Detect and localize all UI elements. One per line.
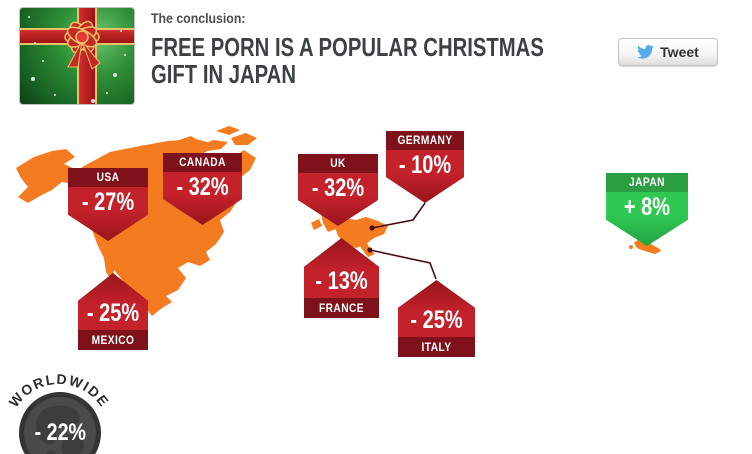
headline: FREE PORN IS A POPULAR CHRISTMAS GIFT IN…	[151, 34, 544, 88]
kicker-text: The conclusion:	[151, 10, 246, 26]
italy-leader-line	[369, 249, 437, 280]
badge-country-label: CANADA	[163, 153, 242, 172]
headline-line2: GIFT IN JAPAN	[151, 59, 296, 89]
map-japan	[634, 239, 661, 254]
badge-country-label: GERMANY	[386, 131, 464, 150]
leader-lines	[369, 202, 437, 280]
badge-value: - 25%	[86, 299, 140, 327]
tweet-button[interactable]: Tweet	[618, 38, 718, 66]
map-europe	[311, 219, 322, 230]
badge-country-label: UK	[298, 154, 378, 173]
badge-country-label: USA	[68, 168, 148, 187]
badge-country-label: JAPAN	[606, 173, 688, 192]
badge-country-label: ITALY	[398, 337, 475, 357]
twitter-bird-icon	[637, 45, 655, 59]
gift-image	[20, 8, 134, 104]
worldwide-badge: - 22%	[19, 392, 101, 454]
germany-leader-line	[371, 202, 426, 229]
badge-value: - 10%	[398, 151, 452, 179]
badge-country-label: MEXICO	[78, 330, 148, 350]
badge-value: + 8%	[623, 193, 671, 221]
worldwide-value: - 22%	[34, 419, 86, 446]
badge-value: - 27%	[81, 188, 135, 216]
germany-map-dot	[369, 225, 375, 231]
badge-value: - 32%	[176, 173, 229, 201]
sparkles	[28, 16, 30, 18]
badge-usa: USA - 27%	[68, 168, 148, 241]
headline-line1: FREE PORN IS A POPULAR CHRISTMAS	[151, 32, 544, 62]
badge-value: - 32%	[311, 174, 365, 202]
badge-value: - 25%	[410, 306, 463, 334]
gift-bow-icon	[64, 20, 101, 70]
badge-value: - 13%	[315, 267, 368, 295]
globe-icon	[36, 405, 84, 454]
badge-country-label: FRANCE	[304, 298, 379, 318]
italy-map-dot	[367, 247, 373, 253]
map-alaska	[16, 149, 88, 203]
tweet-button-label: Tweet	[660, 44, 699, 60]
